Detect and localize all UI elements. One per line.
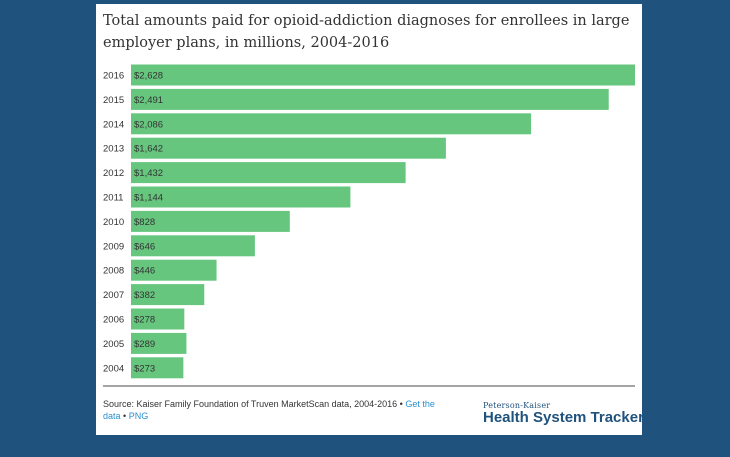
logo-name: Health System Tracker (483, 409, 644, 426)
bar-2005[interactable] (131, 332, 187, 354)
data-label: $289 (134, 339, 155, 350)
data-label: $2,086 (134, 119, 163, 130)
bar-2011[interactable] (131, 186, 351, 208)
bar-2007[interactable] (131, 284, 205, 306)
source-note: Source: Kaiser Family Foundation of Truv… (103, 398, 443, 422)
data-label: $1,432 (134, 168, 163, 179)
bar-2014[interactable] (131, 113, 532, 135)
chart-title: Total amounts paid for opioid-addiction … (103, 13, 630, 51)
category-label: 2007 (103, 290, 124, 301)
data-label: $446 (134, 266, 155, 277)
png-link[interactable]: PNG (128, 411, 149, 421)
data-label: $2,628 (134, 71, 163, 82)
tracker-logo: Peterson-Kaiser Health System Tracker (483, 401, 644, 426)
get-data-link[interactable]: Get the data (103, 399, 435, 421)
bar-2009[interactable] (131, 235, 255, 257)
source-separator: • (120, 411, 129, 421)
bar-2006[interactable] (131, 308, 185, 330)
data-label: $1,144 (134, 193, 163, 204)
category-label: 2008 (103, 266, 124, 277)
bar-2010[interactable] (131, 210, 290, 232)
data-label: $2,491 (134, 95, 163, 106)
logo-subtitle: Peterson-Kaiser (483, 401, 551, 410)
bar-2008[interactable] (131, 259, 217, 281)
data-label: $828 (134, 217, 155, 228)
bar-2016[interactable] (131, 64, 635, 86)
category-label: 2010 (103, 217, 124, 228)
data-label: $382 (134, 290, 155, 301)
category-label: 2013 (103, 144, 124, 155)
category-label: 2012 (103, 168, 124, 179)
category-label: 2011 (103, 193, 123, 204)
category-label: 2006 (103, 315, 124, 326)
bar-2015[interactable] (131, 88, 609, 110)
category-label: 2004 (103, 363, 124, 374)
source-text: Source: Kaiser Family Foundation of Truv… (103, 399, 406, 409)
category-label: 2009 (103, 241, 124, 252)
data-label: $646 (134, 241, 155, 252)
data-label: $278 (134, 315, 155, 326)
category-label: 2015 (103, 95, 124, 106)
data-label: $1,642 (134, 144, 163, 155)
bar-chart: 2016 $2,628 2015 $2,491 2014 $2,086 2013 $1,642… (103, 64, 635, 387)
bar-2004[interactable] (131, 357, 184, 379)
bar-2013[interactable] (131, 137, 446, 159)
bar-2012[interactable] (131, 162, 406, 184)
category-label: 2014 (103, 119, 124, 130)
category-label: 2016 (103, 71, 124, 82)
chart-card: Total amounts paid for opioid-addiction … (96, 4, 644, 435)
data-label: $273 (134, 363, 155, 374)
category-label: 2005 (103, 339, 124, 350)
